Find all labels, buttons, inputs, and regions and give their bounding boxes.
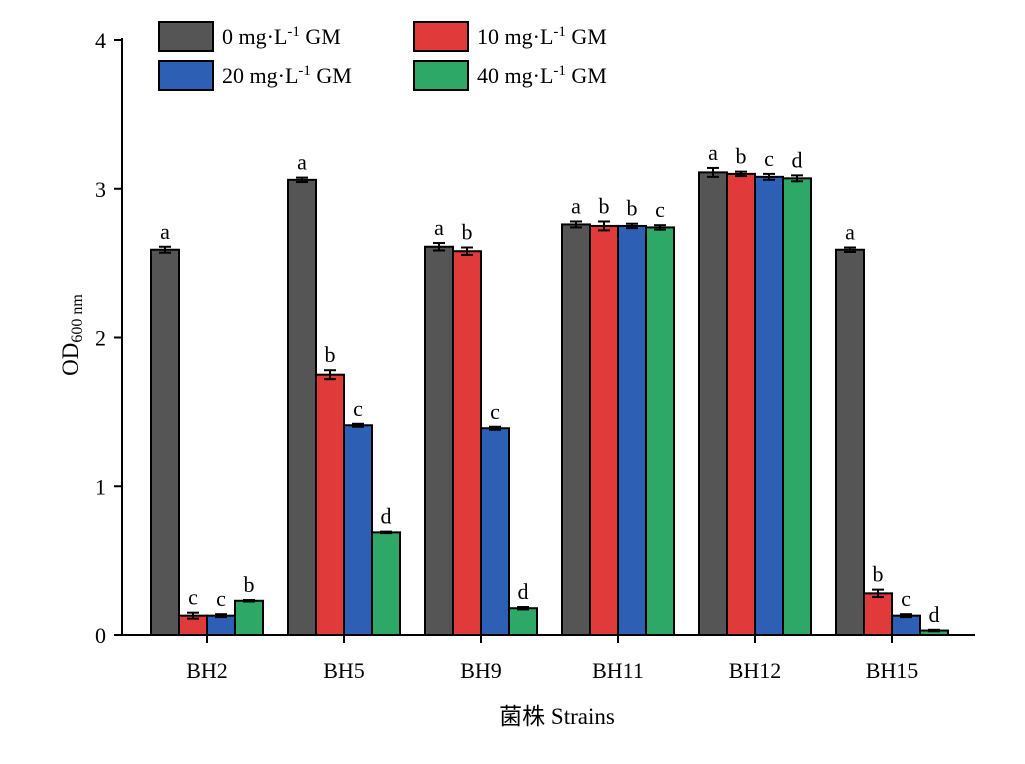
bar <box>508 607 538 636</box>
y-tick-label: 3 <box>95 177 106 202</box>
x-tick-label: BH2 <box>186 658 228 683</box>
bar <box>206 614 236 636</box>
bar <box>754 175 784 636</box>
legend-label-suffix: GM <box>566 63 607 88</box>
legend-label: 40 mg·L-1 GM <box>477 63 607 88</box>
legend-swatch <box>158 60 214 91</box>
bar <box>863 592 893 636</box>
significance-label: c <box>901 586 911 611</box>
legend-label-suffix: GM <box>311 63 352 88</box>
bar <box>480 427 510 636</box>
significance-label: c <box>655 197 665 222</box>
bar <box>343 424 373 637</box>
significance-label: a <box>297 150 307 175</box>
y-tick-label: 0 <box>95 623 106 648</box>
x-tick-label: BH15 <box>866 658 919 683</box>
legend-label-text: 10 mg·L <box>477 24 553 49</box>
bar <box>452 250 482 636</box>
significance-label: b <box>462 220 473 245</box>
bar <box>150 248 180 637</box>
bar <box>726 172 756 636</box>
legend-label-suffix: GM <box>300 24 341 49</box>
y-tick-label: 1 <box>95 474 106 499</box>
legend-label-text: 0 mg·L <box>222 24 287 49</box>
bar <box>645 226 675 637</box>
x-tick-label: BH9 <box>460 658 502 683</box>
legend-label-superscript: -1 <box>553 63 566 79</box>
x-axis-title: 菌株 Strains <box>499 704 615 729</box>
bar <box>782 177 812 636</box>
significance-label: b <box>873 562 884 587</box>
x-tick-label: BH12 <box>729 658 782 683</box>
legend-label-superscript: -1 <box>553 24 566 40</box>
legend-label: 20 mg·L-1 GM <box>222 63 352 88</box>
bar <box>287 178 317 636</box>
x-tick-label: BH5 <box>323 658 365 683</box>
bar <box>315 373 345 636</box>
significance-label: a <box>571 193 581 218</box>
significance-label: a <box>845 220 855 245</box>
significance-label: d <box>929 602 940 627</box>
significance-label: b <box>736 144 747 169</box>
significance-label: b <box>244 572 255 597</box>
legend-swatch <box>413 60 469 91</box>
significance-label: c <box>216 586 226 611</box>
axes-layer: BH2 BH5 BH9 BH11 BH12 BH15 0 1 2 3 4 <box>95 28 975 683</box>
significance-label: c <box>764 146 774 171</box>
legend-label: 10 mg·L-1 GM <box>477 24 607 49</box>
significance-label: a <box>160 219 170 244</box>
bar <box>891 614 921 636</box>
legend-label-suffix: GM <box>566 24 607 49</box>
legend-swatch <box>158 21 214 52</box>
y-tick-label: 2 <box>95 326 106 351</box>
legend-label-text: 20 mg·L <box>222 63 298 88</box>
significance-label: c <box>353 396 363 421</box>
legend-label: 0 mg·L-1 GM <box>222 24 341 49</box>
significance-label: b <box>599 193 610 218</box>
bar <box>617 224 647 636</box>
significance-label: d <box>792 147 803 172</box>
bar <box>424 245 454 636</box>
bar <box>698 171 728 636</box>
significance-label: c <box>188 585 198 610</box>
legend-label-text: 40 mg·L <box>477 63 553 88</box>
significance-label: d <box>381 504 392 529</box>
bar <box>561 223 591 636</box>
bar <box>589 224 619 636</box>
significance-label: c <box>490 399 500 424</box>
significance-label: a <box>434 215 444 240</box>
significance-label: a <box>708 140 718 165</box>
y-axis-title: OD600 nm <box>58 294 86 376</box>
significance-label: d <box>518 579 529 604</box>
bar <box>234 599 264 636</box>
x-tick-label: BH11 <box>592 658 644 683</box>
y-axis-title-main: OD <box>58 343 83 376</box>
legend-swatch <box>413 21 469 52</box>
bar <box>371 531 401 636</box>
significance-label: b <box>627 196 638 221</box>
legend-label-superscript: -1 <box>287 24 300 40</box>
bar <box>835 248 865 637</box>
y-tick-label: 4 <box>95 28 106 53</box>
y-axis-title-subscript: 600 nm <box>69 294 86 343</box>
legend-label-superscript: -1 <box>298 63 311 79</box>
significance-label: b <box>325 342 336 367</box>
